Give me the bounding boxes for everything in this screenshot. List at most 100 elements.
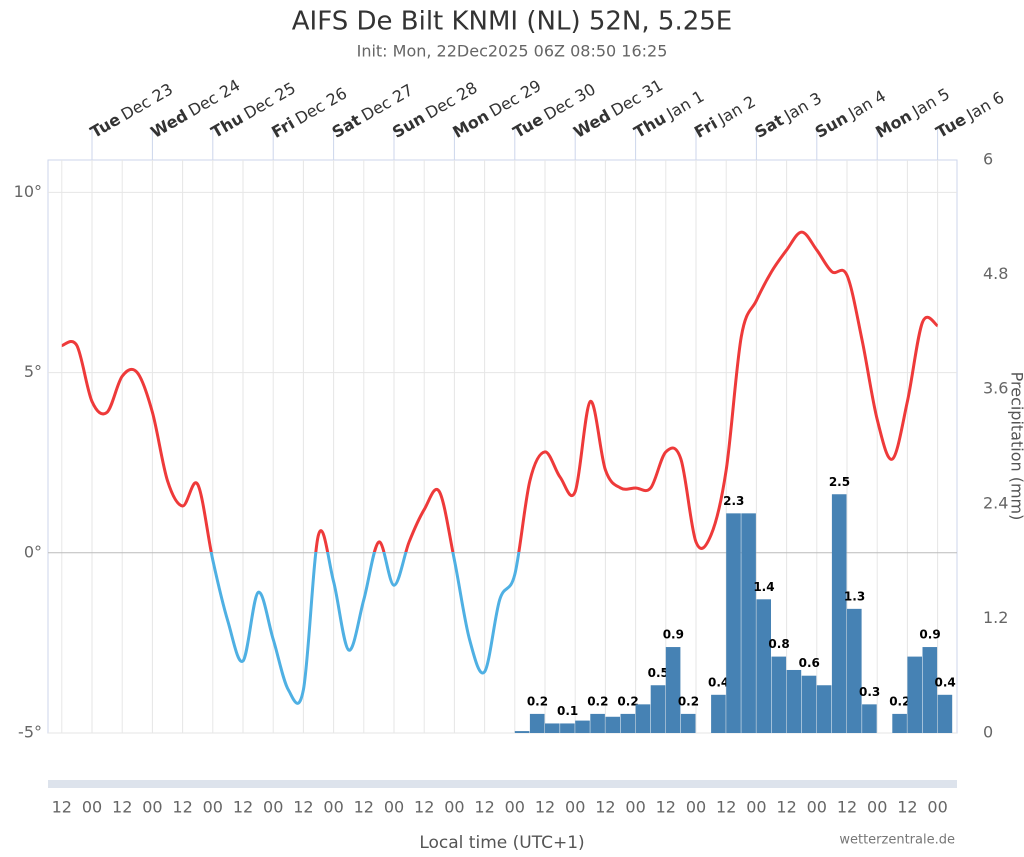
precip-bar bbox=[802, 676, 817, 733]
x-tick-label: 12 bbox=[52, 798, 72, 817]
precip-bar bbox=[832, 494, 847, 733]
chart-title: AIFS De Bilt KNMI (NL) 52N, 5.25E bbox=[292, 7, 732, 37]
precip-bar bbox=[545, 723, 560, 733]
data-label: 2.3 bbox=[723, 494, 744, 508]
x-tick-label: 12 bbox=[414, 798, 434, 817]
x-tick-label: 00 bbox=[625, 798, 645, 817]
precip-bar bbox=[590, 714, 605, 733]
x-tick-label: 00 bbox=[927, 798, 947, 817]
precip-bar bbox=[817, 685, 832, 733]
data-label: 0.2 bbox=[527, 694, 548, 708]
precip-bar bbox=[711, 695, 726, 733]
x-tick-label: 12 bbox=[656, 798, 676, 817]
y-tick-label: 5° bbox=[24, 362, 42, 381]
precip-bar bbox=[756, 599, 771, 733]
data-label: 1.3 bbox=[844, 589, 865, 603]
data-label: 0.2 bbox=[889, 694, 910, 708]
precip-bar bbox=[530, 714, 545, 733]
x-tick-label: 00 bbox=[203, 798, 223, 817]
precip-bar bbox=[923, 647, 938, 733]
data-label: 0.3 bbox=[859, 685, 880, 699]
x-tick-label: 00 bbox=[142, 798, 162, 817]
precip-bar bbox=[938, 695, 953, 733]
x-tick-label: 00 bbox=[807, 798, 827, 817]
precip-bar bbox=[636, 704, 651, 733]
data-label: 1.4 bbox=[753, 580, 774, 594]
x-tick-label: 12 bbox=[293, 798, 313, 817]
source: wetterzentrale.de bbox=[839, 833, 955, 848]
data-label: 0.6 bbox=[799, 656, 820, 670]
precip-bar bbox=[862, 704, 877, 733]
x-tick-label: 12 bbox=[474, 798, 494, 817]
date: Jan 4 bbox=[844, 86, 889, 123]
x-tick-label: 00 bbox=[565, 798, 585, 817]
x-tick-label: 12 bbox=[112, 798, 132, 817]
weekday: Wed bbox=[570, 105, 614, 141]
y2-tick-label: 2.4 bbox=[983, 493, 1008, 512]
precip-bar bbox=[847, 609, 862, 733]
wind-strip bbox=[48, 780, 957, 788]
precip-bar bbox=[605, 717, 620, 733]
y2-tick-label: 4.8 bbox=[983, 264, 1008, 283]
precip-bar bbox=[621, 714, 636, 733]
data-label: 0.8 bbox=[768, 637, 789, 651]
precip-bar bbox=[907, 657, 922, 733]
weekday: Sun bbox=[812, 108, 851, 142]
x-tick-label: 00 bbox=[746, 798, 766, 817]
data-label: 0.4 bbox=[708, 675, 729, 689]
date: Jan 2 bbox=[714, 91, 759, 128]
date: Jan 3 bbox=[780, 88, 825, 125]
data-label: 0.4 bbox=[935, 675, 956, 689]
x-tick-label: 00 bbox=[263, 798, 283, 817]
temperature-line-below bbox=[62, 232, 938, 703]
data-label: 0.1 bbox=[557, 704, 578, 718]
date: Dec 25 bbox=[240, 78, 298, 123]
x-tick-label: 00 bbox=[686, 798, 706, 817]
x-tick-label: 12 bbox=[837, 798, 857, 817]
precip-bar bbox=[681, 714, 696, 733]
x-tick-label: 00 bbox=[444, 798, 464, 817]
precip-bar bbox=[787, 670, 802, 733]
x-tick-label: 00 bbox=[505, 798, 525, 817]
x-tick-label: 12 bbox=[535, 798, 555, 817]
day-label: SatJan 3 bbox=[751, 88, 825, 141]
plot-area bbox=[48, 160, 957, 733]
weekday: Sun bbox=[389, 108, 428, 142]
data-label: 0.2 bbox=[587, 694, 608, 708]
precip-bar bbox=[772, 657, 787, 733]
y2-tick-label: 3.6 bbox=[983, 379, 1008, 398]
temperature-line bbox=[62, 232, 938, 703]
precip-bar bbox=[575, 721, 590, 733]
weekday: Mon bbox=[449, 106, 492, 142]
x-tick-label: 00 bbox=[82, 798, 102, 817]
data-label: 0.9 bbox=[919, 628, 940, 642]
precip-bar bbox=[515, 731, 530, 733]
chart-subtitle: Init: Mon, 22Dec2025 06Z 08:50 16:25 bbox=[357, 42, 668, 61]
weekday: Thu bbox=[208, 108, 247, 141]
data-label: 0.2 bbox=[617, 694, 638, 708]
weekday: Fri bbox=[691, 113, 721, 141]
y-tick-label: 0° bbox=[24, 542, 42, 561]
x-tick-label: 12 bbox=[233, 798, 253, 817]
data-label: 0.2 bbox=[678, 694, 699, 708]
weekday: Mon bbox=[872, 106, 915, 142]
precip-bar bbox=[726, 513, 741, 733]
weekday: Fri bbox=[268, 113, 298, 141]
weekday: Thu bbox=[630, 108, 669, 141]
x-tick-label: 12 bbox=[354, 798, 374, 817]
x-tick-label: 12 bbox=[716, 798, 736, 817]
precip-bar bbox=[651, 685, 666, 733]
date: Jan 6 bbox=[962, 87, 1007, 124]
y2-tick-label: 1.2 bbox=[983, 608, 1008, 627]
y2-axis-label: Precipitation (mm) bbox=[1008, 372, 1024, 521]
precip-bar bbox=[741, 513, 756, 733]
x-tick-label: 00 bbox=[384, 798, 404, 817]
x-tick-label: 00 bbox=[867, 798, 887, 817]
y-tick-label: -5° bbox=[18, 723, 42, 742]
x-tick-label: 00 bbox=[323, 798, 343, 817]
y2-tick-label: 6 bbox=[983, 150, 993, 169]
precip-bar bbox=[892, 714, 907, 733]
date: Jan 1 bbox=[662, 86, 707, 123]
data-label: 0.9 bbox=[663, 628, 684, 642]
